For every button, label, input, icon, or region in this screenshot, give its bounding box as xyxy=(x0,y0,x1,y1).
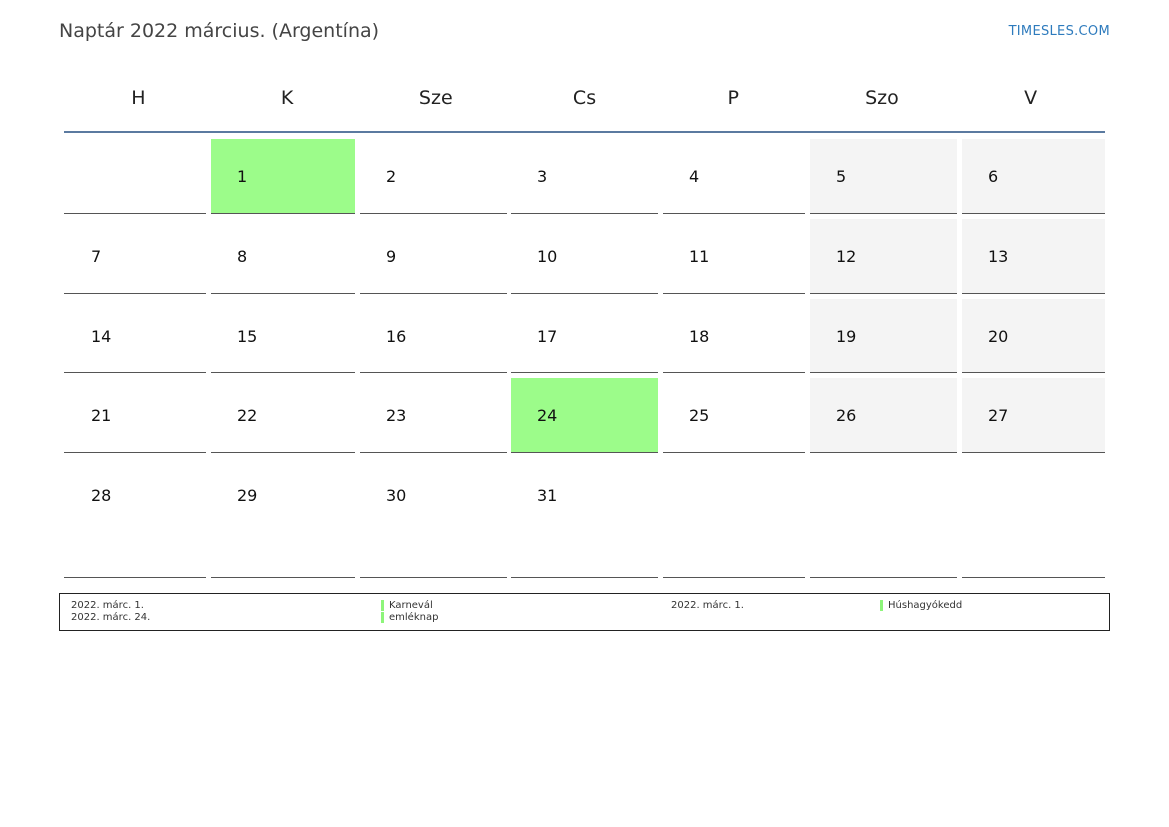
empty-day-cell xyxy=(64,139,206,214)
legend-holiday-name: emléknap xyxy=(389,612,439,623)
day-number: 15 xyxy=(237,327,258,346)
day-number: 1 xyxy=(237,167,248,186)
day-cell-wednesday[interactable]: 9 xyxy=(360,219,507,294)
day-number: 9 xyxy=(386,247,397,266)
day-number: 21 xyxy=(91,406,112,425)
legend-color-marker xyxy=(381,612,384,623)
day-number: 14 xyxy=(91,327,112,346)
legend-holiday-name: Húshagyókedd xyxy=(888,600,963,611)
day-number: 18 xyxy=(689,327,710,346)
day-cell-sunday[interactable]: 6 xyxy=(962,139,1105,214)
day-number: 20 xyxy=(988,327,1009,346)
day-number: 6 xyxy=(988,167,999,186)
holiday-legend: 2022. márc. 1. Karnevál 2022. márc. 24. … xyxy=(59,593,1110,631)
day-number: 25 xyxy=(689,406,710,425)
day-cell-wednesday[interactable]: 16 xyxy=(360,299,507,373)
day-number: 28 xyxy=(91,486,112,505)
day-cell-wednesday[interactable]: 2 xyxy=(360,139,507,214)
day-cell-saturday[interactable]: 12 xyxy=(810,219,957,294)
weekday-sunday: V xyxy=(1024,87,1038,109)
day-cell-sunday[interactable]: 27 xyxy=(962,378,1105,453)
day-number: 2 xyxy=(386,167,397,186)
brand-link[interactable]: TIMESLES.COM xyxy=(1008,24,1110,39)
legend-date: 2022. márc. 1. xyxy=(671,600,744,611)
empty-day-cell xyxy=(810,458,957,578)
day-number: 26 xyxy=(836,406,857,425)
day-cell-wednesday[interactable]: 23 xyxy=(360,378,507,453)
day-cell-sunday[interactable]: 13 xyxy=(962,219,1105,294)
day-number: 31 xyxy=(537,486,558,505)
weekday-saturday: Szo xyxy=(865,87,899,109)
day-cell-friday[interactable]: 11 xyxy=(663,219,805,294)
header-divider xyxy=(64,131,1105,133)
day-cell-friday[interactable]: 4 xyxy=(663,139,805,214)
day-number: 22 xyxy=(237,406,258,425)
legend-color-marker xyxy=(880,600,883,611)
legend-date: 2022. márc. 1. xyxy=(71,600,144,611)
day-number: 24 xyxy=(537,406,558,425)
day-number: 11 xyxy=(689,247,710,266)
day-cell-friday[interactable]: 18 xyxy=(663,299,805,373)
day-cell-saturday[interactable]: 26 xyxy=(810,378,957,453)
day-number: 12 xyxy=(836,247,857,266)
day-number: 30 xyxy=(386,486,407,505)
day-number: 23 xyxy=(386,406,407,425)
day-cell-thursday[interactable]: 17 xyxy=(511,299,658,373)
day-number: 3 xyxy=(537,167,548,186)
day-cell-monday[interactable]: 28 xyxy=(64,458,206,578)
weekday-tuesday: K xyxy=(280,87,294,109)
day-number: 27 xyxy=(988,406,1009,425)
legend-holiday-name: Karnevál xyxy=(389,600,433,611)
weekday-monday: H xyxy=(131,87,146,109)
day-cell-tuesday[interactable]: 29 xyxy=(211,458,355,578)
day-number: 10 xyxy=(537,247,558,266)
day-number: 13 xyxy=(988,247,1009,266)
day-cell-tuesday[interactable]: 22 xyxy=(211,378,355,453)
weekday-thursday: Cs xyxy=(572,87,597,109)
day-number: 19 xyxy=(836,327,857,346)
page-title: Naptár 2022 március. (Argentína) xyxy=(59,20,380,42)
day-cell-monday[interactable]: 7 xyxy=(64,219,206,294)
legend-color-marker xyxy=(381,600,384,611)
day-number: 7 xyxy=(91,247,102,266)
day-number: 16 xyxy=(386,327,407,346)
weekday-header: H K Sze Cs P Szo V xyxy=(64,76,1105,120)
weekday-friday: P xyxy=(727,87,739,109)
day-cell-saturday[interactable]: 19 xyxy=(810,299,957,373)
day-cell-monday[interactable]: 21 xyxy=(64,378,206,453)
day-cell-tuesday[interactable]: 8 xyxy=(211,219,355,294)
day-number: 29 xyxy=(237,486,258,505)
day-cell-thursday[interactable]: 31 xyxy=(511,458,658,578)
legend-date: 2022. márc. 24. xyxy=(71,612,151,623)
day-cell-tuesday[interactable]: 1 xyxy=(211,139,355,214)
day-cell-wednesday[interactable]: 30 xyxy=(360,458,507,578)
day-number: 17 xyxy=(537,327,558,346)
day-number: 8 xyxy=(237,247,248,266)
empty-day-cell xyxy=(962,458,1105,578)
day-cell-thursday[interactable]: 10 xyxy=(511,219,658,294)
day-number: 5 xyxy=(836,167,847,186)
day-number: 4 xyxy=(689,167,700,186)
day-cell-thursday[interactable]: 3 xyxy=(511,139,658,214)
day-cell-thursday[interactable]: 24 xyxy=(511,378,658,453)
day-cell-tuesday[interactable]: 15 xyxy=(211,299,355,373)
day-cell-monday[interactable]: 14 xyxy=(64,299,206,373)
empty-day-cell xyxy=(663,458,805,578)
day-cell-friday[interactable]: 25 xyxy=(663,378,805,453)
weekday-wednesday: Sze xyxy=(418,87,453,109)
day-cell-saturday[interactable]: 5 xyxy=(810,139,957,214)
day-cell-sunday[interactable]: 20 xyxy=(962,299,1105,373)
